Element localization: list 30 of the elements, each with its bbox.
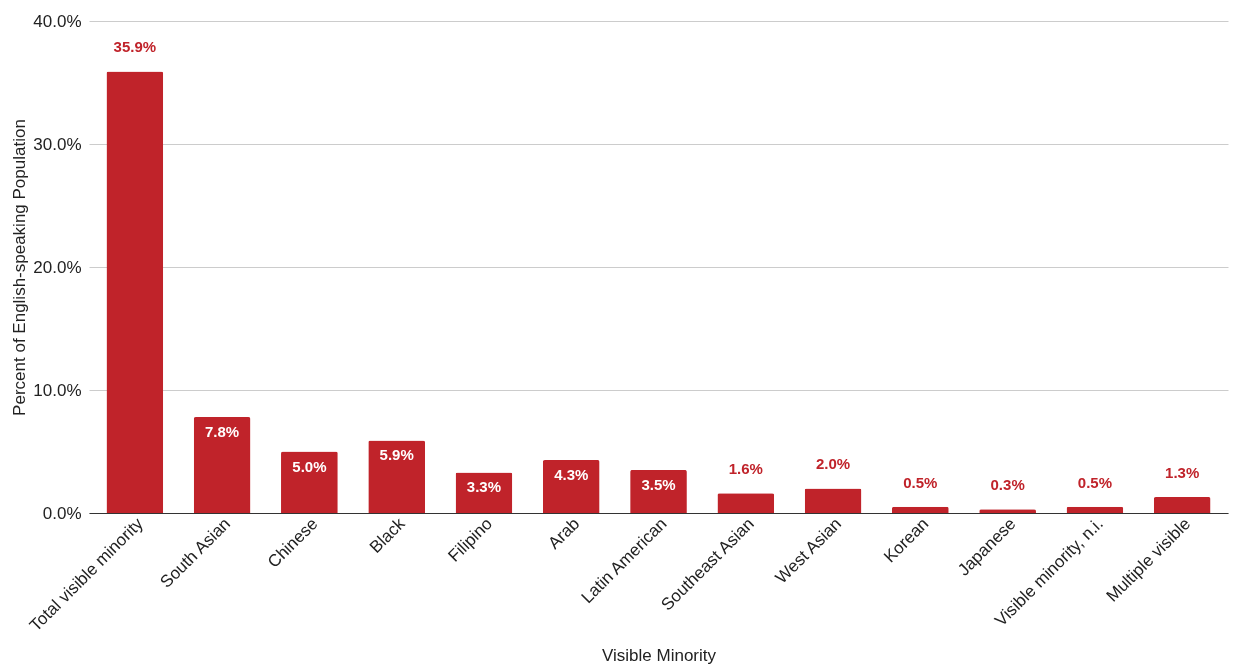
bar [891, 506, 949, 513]
bar [717, 493, 775, 513]
y-axis-title: Percent of English-speaking Population [10, 119, 30, 416]
bar [542, 460, 600, 513]
data-label: 7.8% [205, 423, 240, 441]
bar [1153, 497, 1211, 513]
y-tick-label: 40.0% [33, 11, 82, 31]
data-label: 4.3% [554, 466, 589, 484]
data-label: 0.5% [1077, 473, 1112, 491]
data-label: 1.6% [728, 460, 763, 478]
data-label: 0.3% [990, 476, 1025, 494]
data-label: 35.9% [113, 38, 157, 56]
data-label: 3.5% [641, 475, 676, 493]
data-label: 3.3% [466, 478, 502, 496]
bar [1066, 506, 1124, 513]
x-axis-title: Visible Minority [601, 646, 717, 666]
bar [193, 417, 251, 513]
data-label: 5.0% [292, 457, 327, 475]
bar [281, 451, 338, 513]
bar [804, 488, 862, 513]
data-label: 5.9% [379, 446, 414, 464]
data-label: 0.5% [903, 473, 938, 491]
data-label: 2.0% [815, 455, 851, 473]
y-tick-label: 30.0% [33, 134, 82, 154]
bar [368, 440, 426, 513]
y-tick-label: 0.0% [42, 503, 82, 523]
y-tick-label: 20.0% [33, 257, 82, 277]
data-label: 1.3% [1165, 464, 1200, 482]
y-tick-label: 10.0% [33, 380, 82, 400]
bar [106, 71, 164, 513]
